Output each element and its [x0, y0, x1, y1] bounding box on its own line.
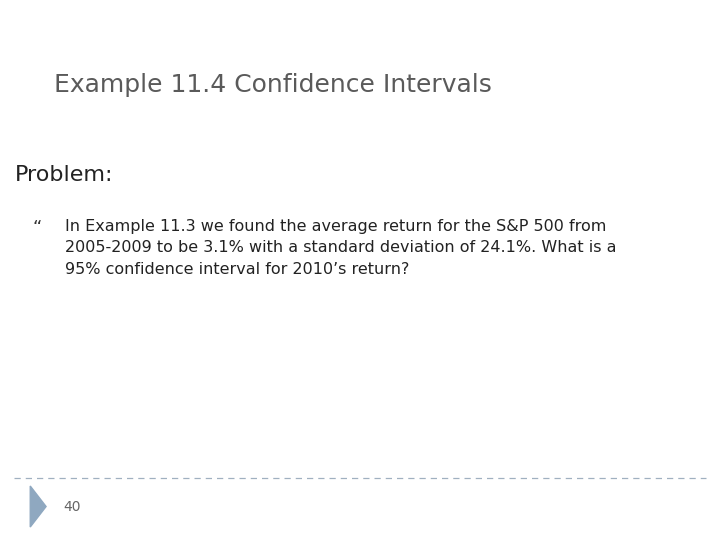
Text: “: “ — [32, 219, 42, 237]
Text: Problem:: Problem: — [14, 165, 113, 185]
Polygon shape — [30, 486, 46, 527]
Text: Example 11.4 Confidence Intervals: Example 11.4 Confidence Intervals — [54, 73, 492, 97]
Text: In Example 11.3 we found the average return for the S&P 500 from
2005-2009 to be: In Example 11.3 we found the average ret… — [65, 219, 616, 277]
Text: 40: 40 — [63, 500, 81, 514]
